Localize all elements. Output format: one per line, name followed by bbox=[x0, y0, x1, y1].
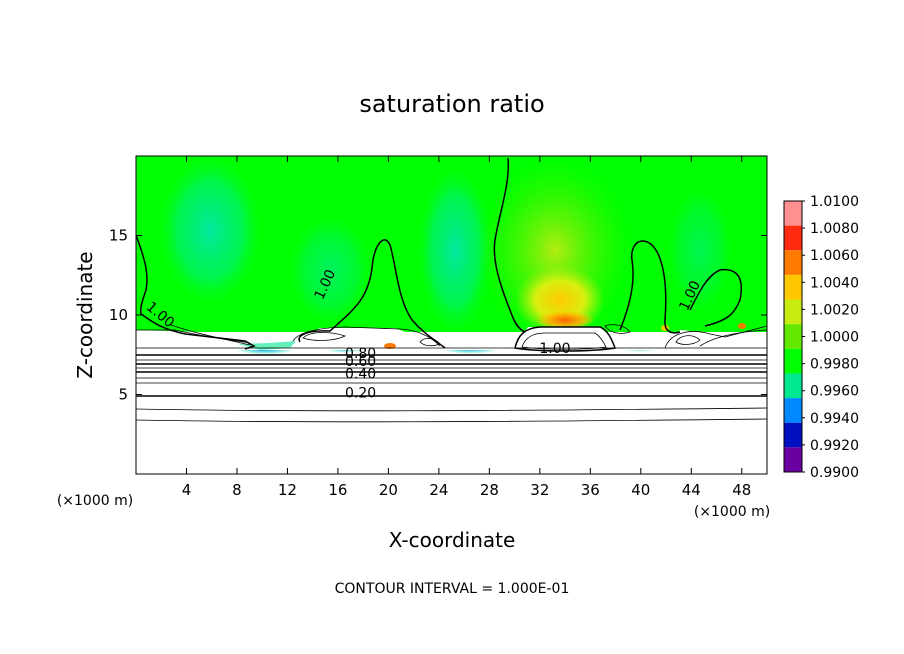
y-tick-label: 10 bbox=[109, 306, 128, 324]
colorbar-swatch bbox=[784, 274, 802, 300]
chart-title: saturation ratio bbox=[359, 90, 544, 118]
y-axis: 5 10 15 bbox=[109, 227, 767, 404]
contour-1.00-right bbox=[619, 240, 681, 334]
orange-cap bbox=[535, 308, 595, 328]
x-unit-left: (×1000 m) bbox=[57, 493, 133, 509]
x-axis-label: X-coordinate bbox=[389, 528, 516, 552]
x-tick-label: 32 bbox=[530, 481, 549, 499]
x-tick-label: 28 bbox=[480, 481, 499, 499]
colorbar-swatch bbox=[784, 398, 802, 423]
colorbar-label: 0.9940 bbox=[810, 411, 859, 427]
x-tick-label: 16 bbox=[328, 481, 347, 499]
colorbar: 1.0100 1.0080 1.0060 1.0040 1.0020 1.0000 0.99… bbox=[783, 194, 859, 481]
contour-1.00-plume bbox=[493, 157, 526, 333]
colorbar-swatch bbox=[784, 373, 802, 399]
x-tick-label: 12 bbox=[278, 481, 297, 499]
teal-patch-center bbox=[415, 160, 495, 340]
colorbar-label: 1.0020 bbox=[810, 302, 859, 318]
contour-label: 0.20 bbox=[345, 386, 376, 402]
y-axis-label: Z-coordinate bbox=[73, 251, 97, 378]
teal-patch-right bbox=[665, 180, 735, 320]
colorbar-swatch bbox=[784, 225, 802, 251]
x-tick-label: 20 bbox=[379, 481, 398, 499]
contour-lines bbox=[136, 157, 767, 423]
x-tick-label: 8 bbox=[232, 481, 242, 499]
x-tick-label: 4 bbox=[182, 481, 192, 499]
colorbar-label: 1.0080 bbox=[810, 221, 859, 237]
teal-patch-mid bbox=[285, 210, 375, 330]
x-unit-right: (×1000 m) bbox=[694, 504, 770, 520]
colorbar-swatch bbox=[784, 250, 802, 275]
contour-1.00-center bbox=[298, 239, 446, 349]
colorbar-label: 1.0100 bbox=[810, 194, 859, 210]
contour-interval-note: CONTOUR INTERVAL = 1.000E-01 bbox=[335, 581, 570, 597]
x-tick-label: 44 bbox=[682, 481, 701, 499]
colorbar-label: 1.0060 bbox=[810, 248, 859, 264]
contour-label: 0.40 bbox=[345, 367, 376, 383]
colorbar-label: 1.0000 bbox=[810, 330, 859, 346]
x-tick-label: 48 bbox=[732, 481, 751, 499]
y-tick-label: 15 bbox=[109, 227, 128, 245]
colorbar-label: 0.9920 bbox=[810, 438, 859, 454]
colorbar-label: 1.0040 bbox=[810, 275, 859, 291]
heatmap-field bbox=[136, 156, 767, 474]
x-axis: 4 8 12 16 20 24 28 32 36 40 44 48 bbox=[182, 156, 751, 499]
colorbar-label: 0.9960 bbox=[810, 384, 859, 400]
colorbar-swatch bbox=[784, 348, 802, 374]
x-tick-label: 40 bbox=[631, 481, 650, 499]
colorbar-swatch bbox=[784, 201, 802, 226]
x-tick-label: 36 bbox=[581, 481, 600, 499]
colorbar-label: 0.9980 bbox=[810, 357, 859, 373]
colorbar-swatch bbox=[784, 447, 802, 472]
colorbar-label: 0.9900 bbox=[810, 465, 859, 481]
colorbar-swatch bbox=[784, 422, 802, 448]
colorbar-swatch bbox=[784, 299, 802, 325]
contour-label: 0.60 bbox=[345, 354, 376, 370]
y-tick-label: 5 bbox=[118, 386, 128, 404]
teal-patch-left bbox=[155, 156, 265, 310]
x-tick-label: 24 bbox=[429, 481, 448, 499]
contour-1.00-left bbox=[136, 234, 256, 350]
contour-label: 0.80 bbox=[345, 346, 376, 362]
colorbar-swatch bbox=[784, 324, 802, 349]
contour-label: 1.00 bbox=[539, 341, 570, 357]
